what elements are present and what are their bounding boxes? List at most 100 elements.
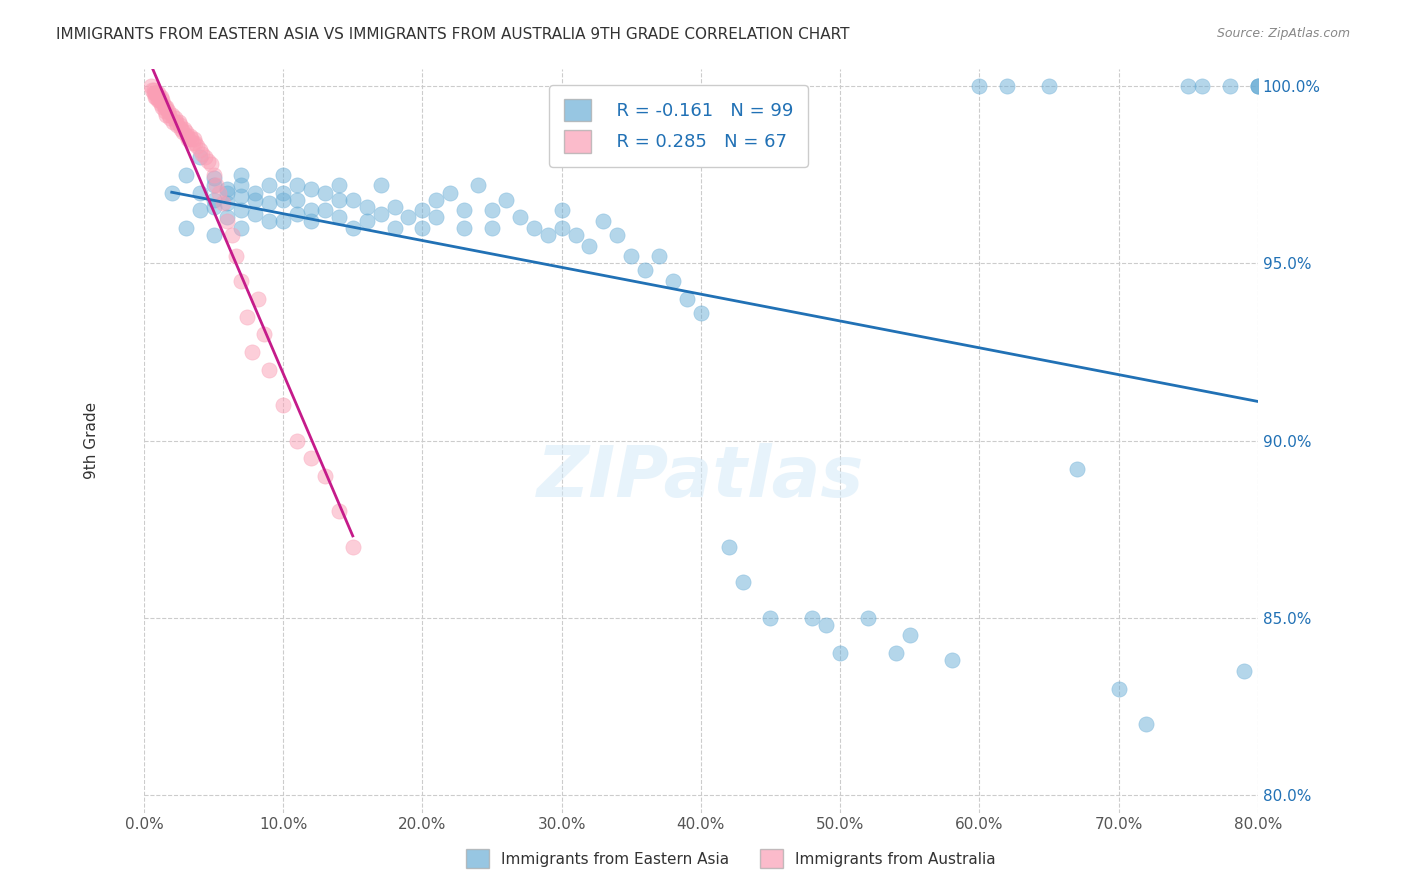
Point [231,168,253,182]
Point [676,292,699,306]
Point [143,90,166,104]
Point [425,211,447,225]
Point [141,83,163,97]
Point [285,178,308,193]
Point [467,178,489,193]
Point [898,628,921,642]
Y-axis label: 9th Grade: 9th Grade [84,402,100,479]
Point [941,653,963,667]
Point [398,211,420,225]
Point [523,221,546,235]
Point [634,263,657,277]
Point [342,221,364,235]
Point [236,310,259,324]
Point [188,186,211,200]
Point [202,168,225,182]
Point [184,136,207,150]
Point [969,79,991,94]
Point [328,178,350,193]
Point [167,114,190,128]
Point [180,132,202,146]
Point [257,362,280,376]
Point [173,121,195,136]
Point [453,221,475,235]
Point [176,128,198,143]
Point [481,221,503,235]
Point [231,189,253,203]
Point [163,111,186,125]
Point [285,207,308,221]
Text: IMMIGRANTS FROM EASTERN ASIA VS IMMIGRANTS FROM AUSTRALIA 9TH GRADE CORRELATION : IMMIGRANTS FROM EASTERN ASIA VS IMMIGRAN… [56,27,849,42]
Point [1247,79,1270,94]
Point [217,196,239,211]
Point [370,178,392,193]
Point [830,646,852,660]
Point [142,87,165,101]
Point [165,114,187,128]
Point [453,203,475,218]
Point [648,249,671,263]
Point [149,90,172,104]
Point [299,451,322,466]
Point [606,227,628,242]
Point [370,207,392,221]
Point [217,186,239,200]
Point [564,227,586,242]
Point [153,103,176,118]
Point [188,150,211,164]
Point [174,221,197,235]
Point [271,168,294,182]
Point [205,178,228,193]
Point [208,186,231,200]
Point [221,227,243,242]
Point [1135,717,1157,731]
Point [299,182,322,196]
Point [481,203,503,218]
Point [231,203,253,218]
Point [194,150,217,164]
Point [1233,664,1256,678]
Point [314,469,336,483]
Point [425,193,447,207]
Point [253,327,276,342]
Point [285,193,308,207]
Point [271,214,294,228]
Point [149,97,172,112]
Point [856,610,879,624]
Point [495,193,517,207]
Point [191,146,214,161]
Point [202,171,225,186]
Point [342,540,364,554]
Point [188,143,211,157]
Point [509,211,531,225]
Point [225,249,247,263]
Point [257,196,280,211]
Point [174,125,197,139]
Point [550,203,572,218]
Point [285,434,308,448]
Point [1191,79,1213,94]
Point [179,128,201,143]
Point [384,200,406,214]
Point [356,214,378,228]
Text: ZIPatlas: ZIPatlas [537,443,865,512]
Point [145,90,167,104]
Point [342,193,364,207]
Point [299,214,322,228]
Point [271,193,294,207]
Point [170,121,193,136]
Point [592,214,614,228]
Point [1219,79,1241,94]
Point [1247,79,1270,94]
Point [156,103,179,118]
Point [174,168,197,182]
Point [146,94,169,108]
Point [150,94,173,108]
Point [662,274,685,288]
Point [257,178,280,193]
Point [148,90,170,104]
Point [157,107,180,121]
Point [145,87,167,101]
Point [439,186,461,200]
Point [995,79,1018,94]
